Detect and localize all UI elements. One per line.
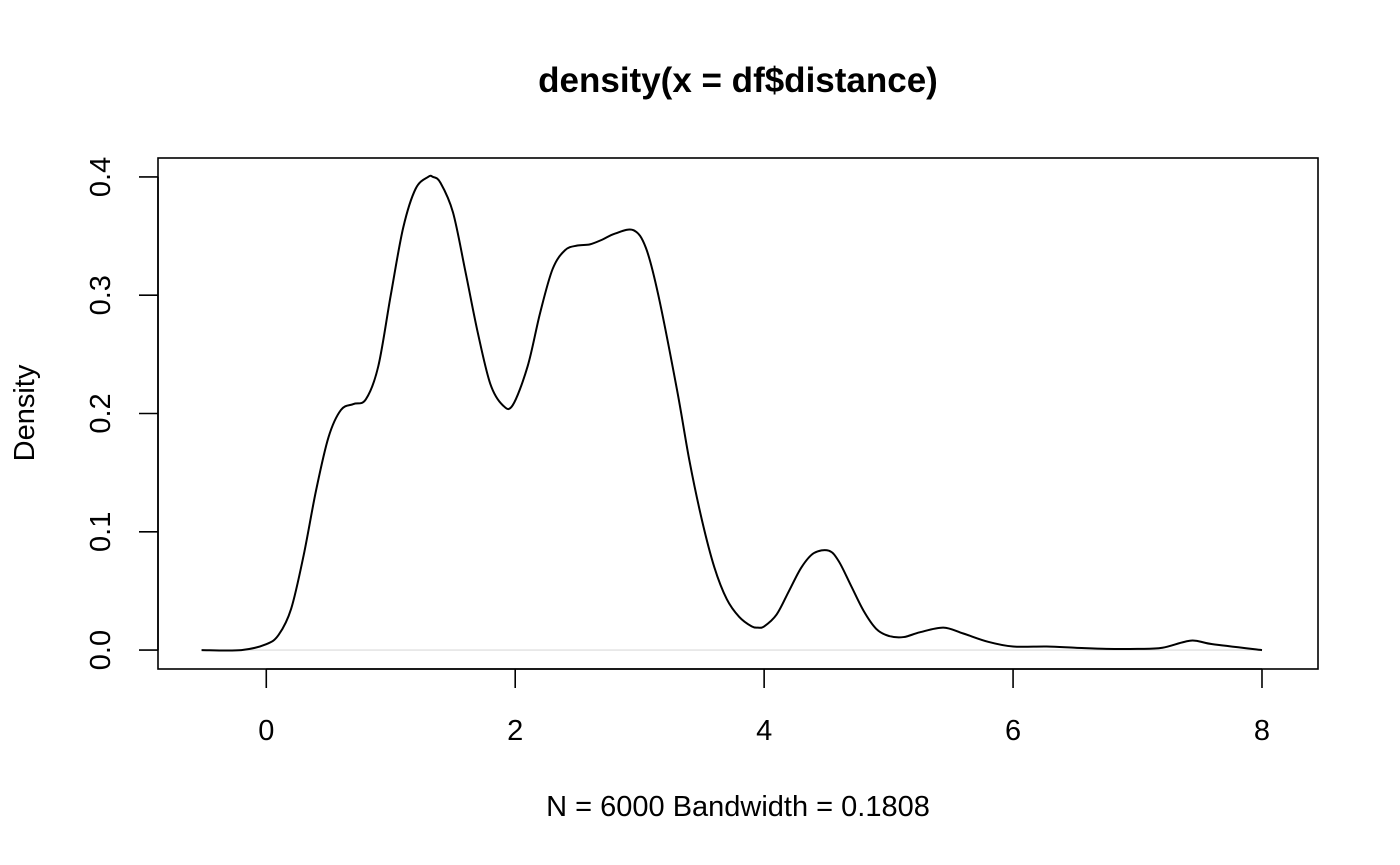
y-tick-label: 0.0 — [85, 630, 117, 670]
x-tick-label: 2 — [507, 715, 523, 747]
chart-title: density(x = df$distance) — [538, 61, 938, 100]
x-tick-label: 4 — [756, 715, 772, 747]
x-axis-label: N = 6000 Bandwidth = 0.1808 — [546, 791, 930, 823]
x-tick-label: 0 — [258, 715, 274, 747]
x-tick-label: 6 — [1005, 715, 1021, 747]
y-tick-label: 0.3 — [85, 275, 117, 315]
y-tick-label: 0.2 — [85, 393, 117, 433]
density-line — [201, 174, 1263, 652]
y-axis-label: Density — [9, 364, 41, 461]
y-tick-label: 0.1 — [85, 512, 117, 552]
plot-frame — [157, 157, 1319, 670]
y-tick-label: 0.4 — [85, 157, 117, 197]
chart-marks: 0 2 4 6 8 0.0 0.1 0.2 0.3 0.4 — [85, 157, 1270, 747]
x-tick-label: 8 — [1254, 715, 1270, 747]
